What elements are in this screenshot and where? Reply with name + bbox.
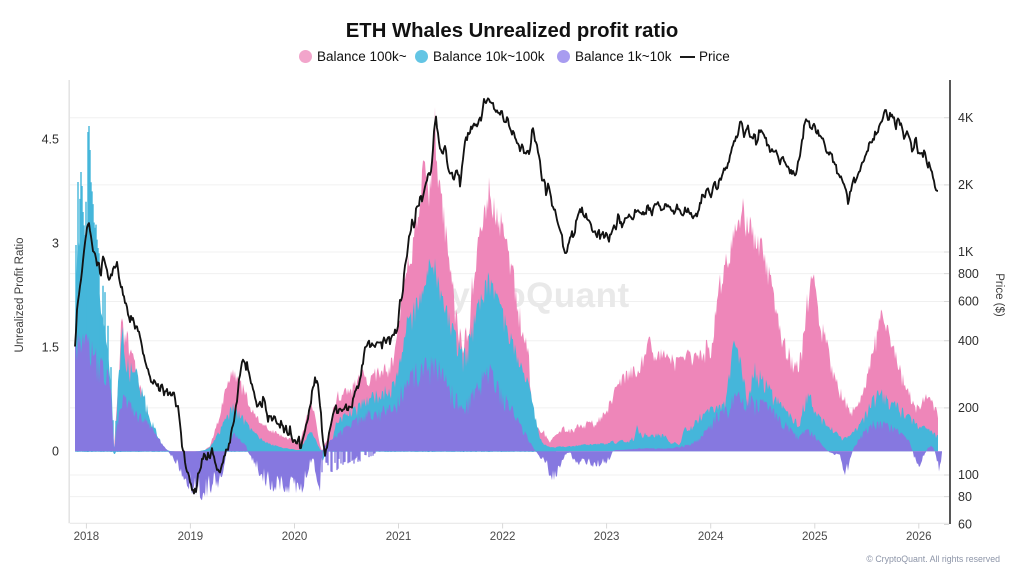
svg-text:2019: 2019: [178, 531, 204, 543]
svg-text:2021: 2021: [386, 531, 412, 543]
svg-text:2023: 2023: [594, 531, 620, 543]
svg-text:60: 60: [958, 518, 972, 532]
svg-text:2024: 2024: [698, 531, 724, 543]
svg-text:400: 400: [958, 334, 979, 348]
svg-text:Price ($): Price ($): [993, 273, 1005, 317]
svg-text:800: 800: [958, 267, 979, 281]
svg-text:80: 80: [958, 490, 972, 504]
svg-text:4K: 4K: [958, 111, 974, 125]
svg-text:600: 600: [958, 295, 979, 309]
svg-text:4.5: 4.5: [42, 133, 59, 147]
svg-text:Unrealized Profit Ratio: Unrealized Profit Ratio: [14, 237, 26, 352]
svg-text:2018: 2018: [74, 531, 100, 543]
svg-text:2022: 2022: [490, 531, 516, 543]
svg-text:0: 0: [52, 445, 59, 459]
svg-text:3: 3: [52, 237, 59, 251]
svg-text:1.5: 1.5: [42, 341, 59, 355]
svg-text:100: 100: [958, 468, 979, 482]
svg-text:2025: 2025: [802, 531, 828, 543]
svg-text:1K: 1K: [958, 245, 974, 259]
svg-text:© CryptoQuant. All rights rese: © CryptoQuant. All rights reserved: [866, 554, 1000, 564]
svg-text:2K: 2K: [958, 178, 974, 192]
svg-text:200: 200: [958, 401, 979, 415]
svg-text:2026: 2026: [906, 531, 932, 543]
svg-text:2020: 2020: [282, 531, 308, 543]
